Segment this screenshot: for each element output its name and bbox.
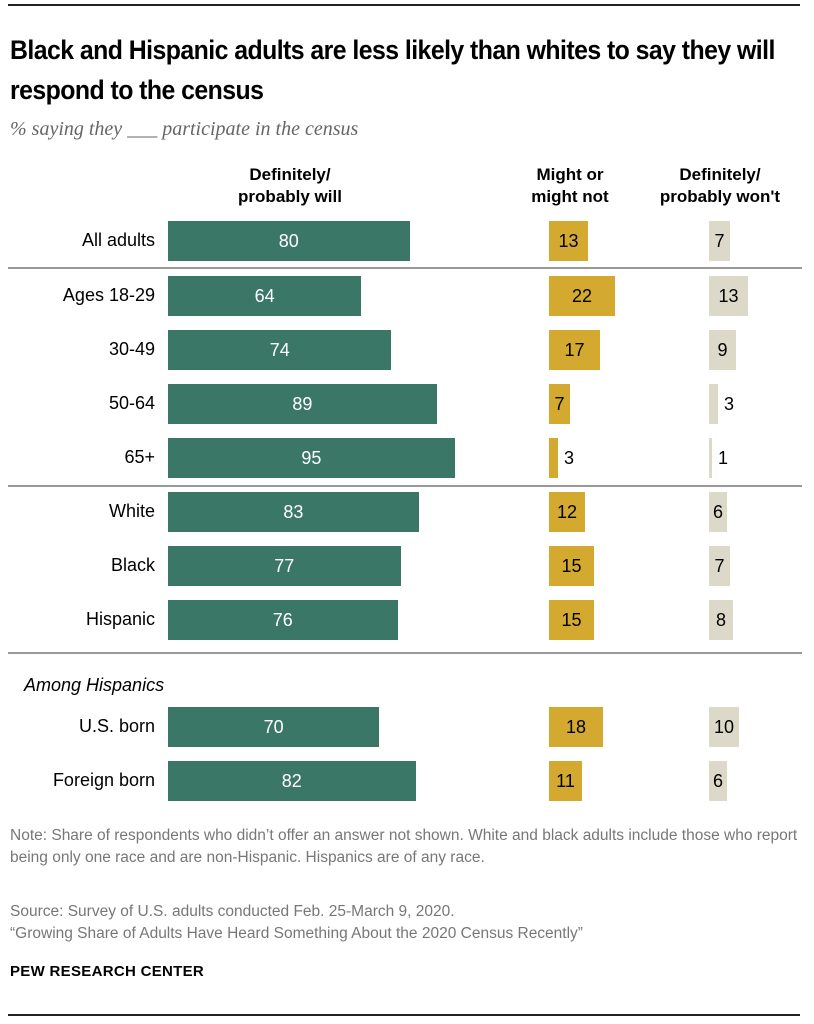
bar xyxy=(168,707,380,747)
separator xyxy=(8,485,802,487)
row-label: White xyxy=(108,501,155,521)
bar-label: 70 xyxy=(263,717,284,737)
bar xyxy=(168,761,416,801)
bar xyxy=(709,330,736,370)
bar xyxy=(168,330,392,370)
bar xyxy=(549,600,594,640)
bar-label: 77 xyxy=(274,556,295,576)
separator xyxy=(8,652,802,654)
bar xyxy=(549,384,570,424)
bar-label: 76 xyxy=(272,610,293,630)
header-line: might not xyxy=(531,187,609,206)
bar xyxy=(709,384,718,424)
bar xyxy=(549,221,588,261)
bar xyxy=(709,707,739,747)
bar xyxy=(549,546,594,586)
bar-label: 18 xyxy=(565,717,587,737)
chart-subtitle: % saying they ___ participate in the cen… xyxy=(10,118,359,140)
bar xyxy=(168,492,419,532)
bar xyxy=(168,438,455,478)
header-line: Definitely/ xyxy=(679,165,761,184)
bar xyxy=(549,438,558,478)
bar xyxy=(168,546,401,586)
header-line: Might or xyxy=(536,165,604,184)
bar xyxy=(549,707,603,747)
row-label: 65+ xyxy=(124,447,155,467)
bar-label: 83 xyxy=(283,502,304,522)
bar-label: 15 xyxy=(561,556,582,576)
header-line: probably won't xyxy=(659,187,781,206)
row-label: Hispanic xyxy=(85,609,155,629)
header-wont: Definitely/ probably won't xyxy=(640,164,800,208)
bar xyxy=(709,761,727,801)
bar-label: 3 xyxy=(564,448,575,468)
header-will: Definitely/ probably will xyxy=(195,164,385,208)
bar-label: 6 xyxy=(712,771,723,791)
report-title: “Growing Share of Adults Have Heard Some… xyxy=(10,925,583,942)
bar-label: 1 xyxy=(718,448,729,468)
row-label: Ages 18-29 xyxy=(62,285,155,305)
note-text: Note: Share of respondents who didn’t of… xyxy=(10,827,798,866)
chart-title: Black and Hispanic adults are less likel… xyxy=(10,35,775,105)
bar-label: 80 xyxy=(278,231,299,251)
bar xyxy=(168,600,398,640)
bar-label: 13 xyxy=(558,231,579,251)
bar-label: 12 xyxy=(556,502,578,522)
bar-label: 9 xyxy=(717,340,728,360)
bar-label: 8 xyxy=(715,610,726,630)
bar xyxy=(709,438,712,478)
bar-label: 6 xyxy=(712,502,723,522)
bar-label: 7 xyxy=(714,556,725,576)
bar xyxy=(549,330,600,370)
bar-label: 74 xyxy=(269,340,290,360)
header-line: Definitely/ xyxy=(249,165,331,184)
bar xyxy=(168,276,362,316)
row-label: U.S. born xyxy=(78,716,155,736)
source-text: Source: Survey of U.S. adults conducted … xyxy=(10,903,455,920)
top-rule xyxy=(8,4,800,6)
bar-label: 7 xyxy=(714,231,725,251)
row-label: Black xyxy=(110,555,155,575)
bar xyxy=(549,276,615,316)
bar xyxy=(709,600,733,640)
bar-label: 95 xyxy=(301,448,322,468)
bar-label: 64 xyxy=(254,286,275,306)
bar-label: 13 xyxy=(718,286,739,306)
bar xyxy=(549,492,585,532)
brand-logo: PEW RESEARCH CENTER xyxy=(10,963,205,980)
row-label: 30-49 xyxy=(108,339,155,359)
bar-label: 17 xyxy=(564,340,585,360)
bar xyxy=(168,221,410,261)
bar-label: 82 xyxy=(281,771,302,791)
bar-label: 10 xyxy=(713,717,735,737)
bar xyxy=(709,276,748,316)
separator xyxy=(8,267,802,269)
row-label: 50-64 xyxy=(108,393,155,413)
bar-label: 3 xyxy=(724,394,735,414)
row-label: All adults xyxy=(81,230,155,250)
row-label: Foreign born xyxy=(52,770,155,790)
bar-label: 22 xyxy=(571,286,593,306)
bar xyxy=(168,384,437,424)
bar-label: 89 xyxy=(292,394,313,414)
bottom-rule xyxy=(8,1014,800,1016)
bar-label: 7 xyxy=(554,394,565,414)
section-label: Among Hispanics xyxy=(24,675,165,695)
bar xyxy=(709,221,730,261)
bar-label: 15 xyxy=(561,610,582,630)
bar xyxy=(709,492,727,532)
bar xyxy=(709,546,730,586)
header-line: probably will xyxy=(238,187,342,206)
header-might: Might or might not xyxy=(510,164,630,208)
bar xyxy=(549,761,582,801)
bar-label: 11 xyxy=(556,771,575,791)
